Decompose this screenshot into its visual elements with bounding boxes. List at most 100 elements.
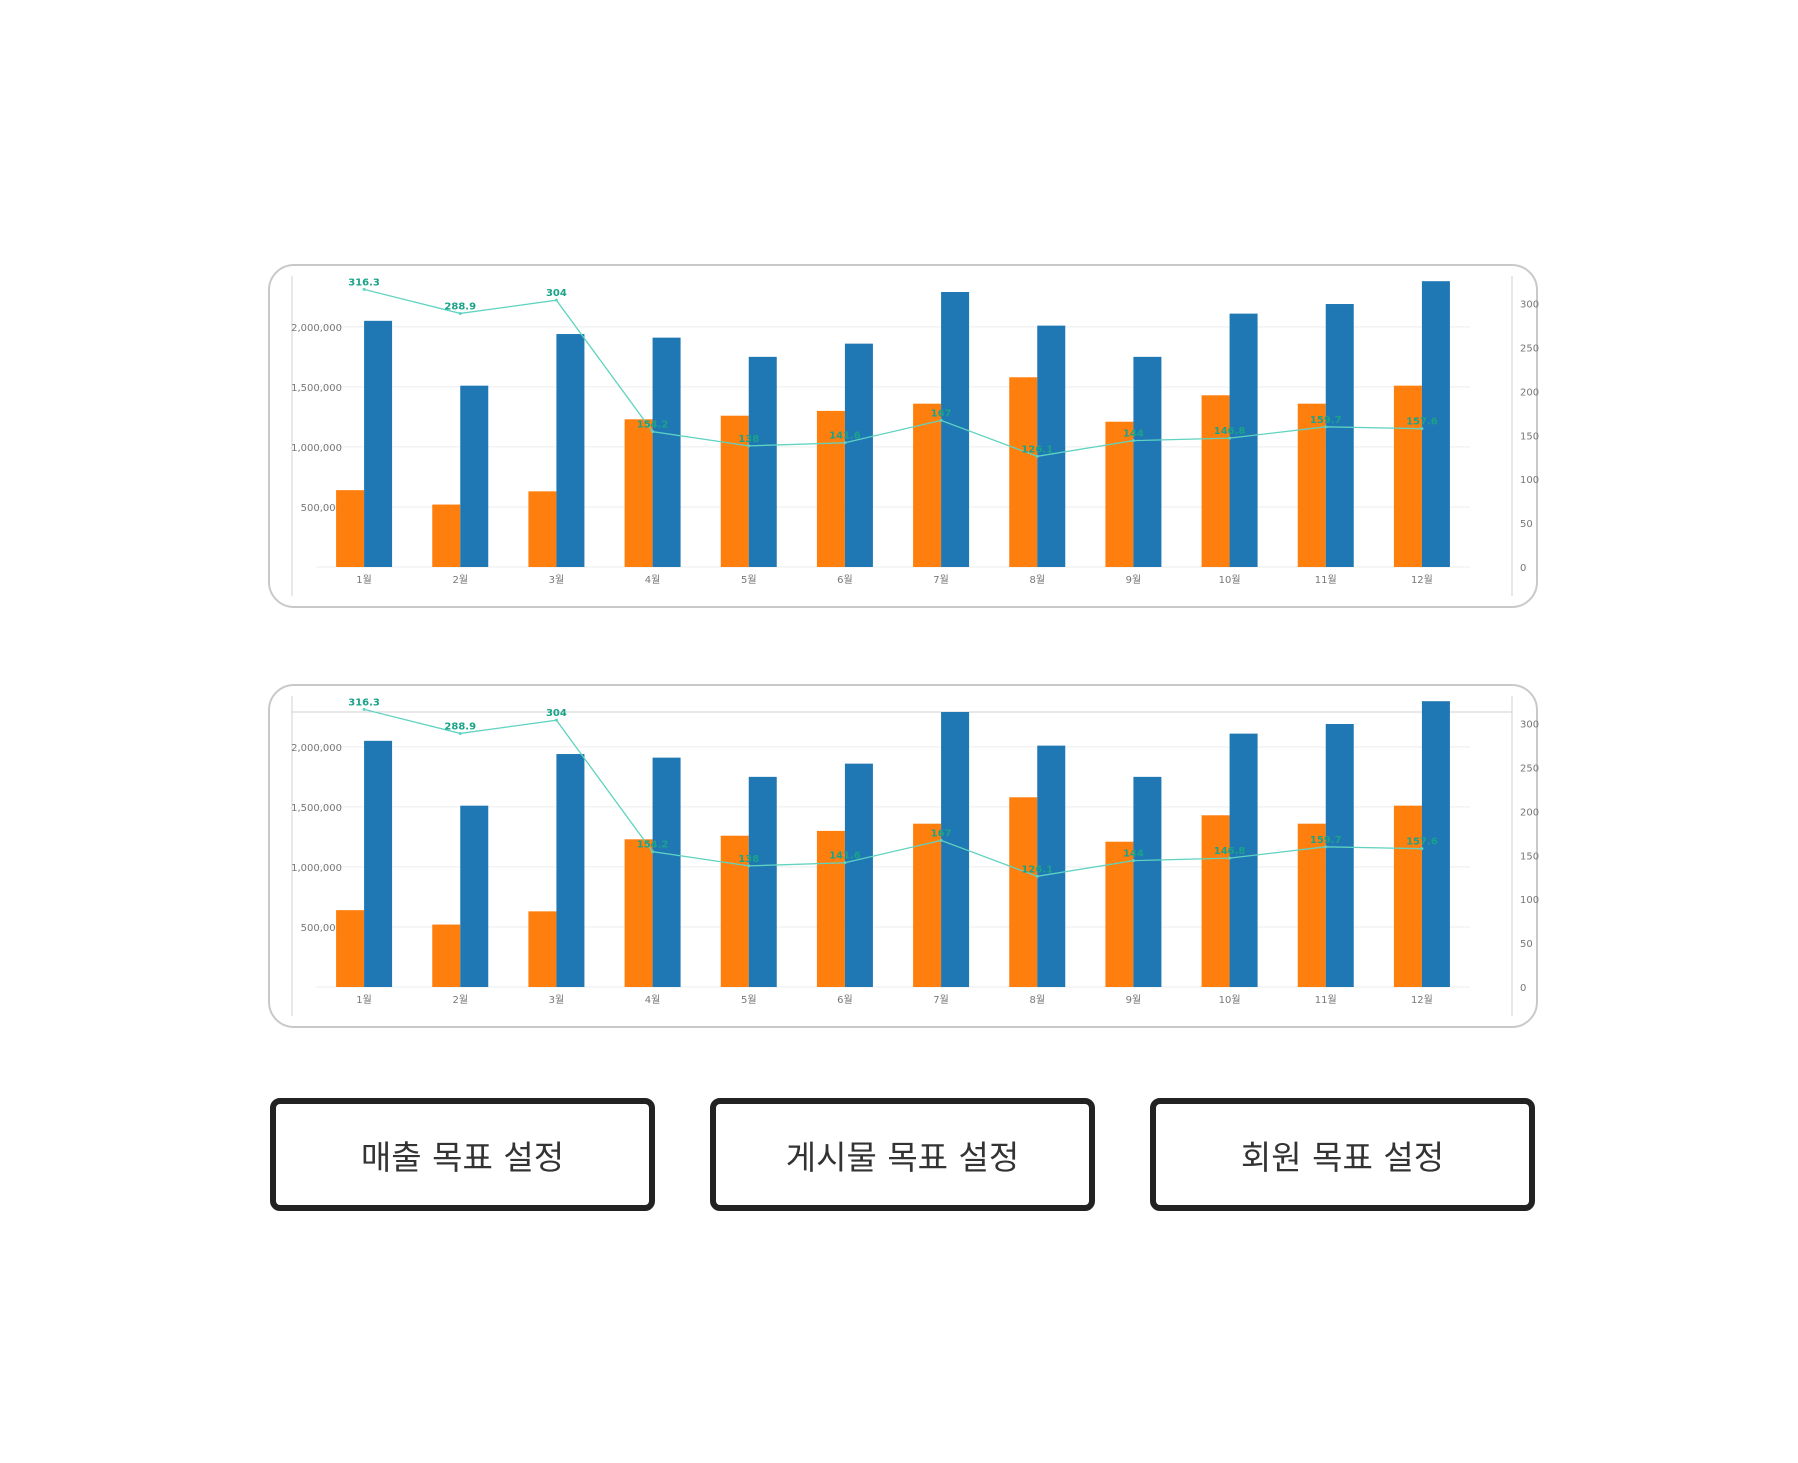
x-tick-label: 4월 [645,574,661,586]
bar-orange [913,823,942,987]
line-point [458,731,462,735]
line-data-label: 138 [738,434,759,445]
line-data-label: 316.3 [348,697,380,708]
line-point [1131,439,1135,443]
bar-blue [652,757,681,987]
line-point [939,418,943,422]
bar-orange [1201,815,1230,987]
bar-blue [652,337,681,567]
x-tick-label: 10월 [1219,994,1241,1006]
chart-card-1: 500,000 1,000,000 1,500,000 2,000,000 0 50 100… [268,264,1539,608]
line-point [843,861,847,865]
x-tick-label: 1월 [356,994,372,1006]
bar-blue [1421,701,1450,987]
x-tick-label: 9월 [1126,574,1142,586]
x-tick-label: 6월 [837,574,853,586]
x-tick-label: 11월 [1315,994,1337,1006]
bar-orange [1393,385,1422,567]
line-data-label: 144 [1123,429,1144,440]
line-data-label: 138 [738,854,759,865]
line-point [939,838,943,842]
bar-blue [1325,304,1354,567]
sales-goal-button[interactable]: 매출 목표 설정 [270,1098,655,1211]
line-point [1420,847,1424,851]
member-goal-button[interactable]: 회원 목표 설정 [1150,1098,1535,1211]
line-data-label: 154.2 [637,420,669,431]
line-data-label: 146.8 [1214,426,1246,437]
line-data-label: 146.8 [1214,846,1246,857]
line-point [651,430,655,434]
bar-blue [1229,733,1258,987]
bar-orange [1393,805,1422,987]
bar-blue [1037,325,1066,567]
y-right-tick-label: 300 [1520,720,1539,731]
line-point [1228,436,1232,440]
y-right-tick-label: 250 [1520,344,1539,355]
x-tick-label: 7월 [933,994,949,1006]
x-tick-label: 2월 [452,574,468,586]
line-data-label: 144 [1123,849,1144,860]
y-right-tick-label: 100 [1520,895,1539,906]
bar-orange [1105,421,1134,567]
y-right-tick-label: 300 [1520,300,1539,311]
bar-orange [432,924,461,987]
y-left-tick-label: 2,000,000 [291,743,342,754]
y-left-tick-label: 500,000 [301,503,342,514]
line-point [651,850,655,854]
line-series [363,288,1422,457]
post-goal-button[interactable]: 게시물 목표 설정 [710,1098,1095,1211]
line-point [362,707,366,711]
y-right-tick-label: 150 [1520,851,1539,862]
y-left-tick-label: 500,000 [301,923,342,934]
bar-blue [556,754,585,987]
x-tick-label: 4월 [645,994,661,1006]
bar-orange [1105,841,1134,987]
bar-orange [336,910,365,987]
y-right-tick-label: 0 [1520,563,1526,574]
chart-card-2: 500,000 1,000,000 1,500,000 2,000,000 0 50 100… [268,684,1539,1028]
bar-orange [913,403,942,567]
line-data-label: 159.7 [1310,835,1342,846]
y-right-tick-label: 0 [1520,983,1526,994]
y-right-tick-label: 150 [1520,431,1539,442]
line-data-label: 159.7 [1310,415,1342,426]
x-tick-label: 1월 [356,574,372,586]
bar-blue [364,740,393,987]
x-tick-label: 5월 [741,574,757,586]
y-right-tick-label: 250 [1520,764,1539,775]
line-point [1324,845,1328,849]
bar-blue [556,334,585,567]
line-data-label: 141.6 [829,431,861,442]
x-tick-label: 10월 [1219,574,1241,586]
bar-blue [460,805,489,987]
bar-orange [1297,823,1326,987]
bar-orange [432,504,461,567]
line-data-label: 304 [546,288,567,299]
bar-orange [1009,797,1038,987]
line-data-label: 316.3 [348,277,380,288]
line-data-label: 288.9 [444,301,476,312]
bar-blue [1325,724,1354,987]
bar-blue [460,385,489,567]
line-data-label: 126.1 [1021,444,1053,455]
bar-blue [748,776,777,987]
bar-orange [528,911,557,987]
x-tick-label: 3월 [549,994,565,1006]
line-point [1228,856,1232,860]
bar-blue [364,320,393,567]
bar-orange [1009,377,1038,567]
combo-chart-2: 500,000 1,000,000 1,500,000 2,000,000 0 50 100… [291,696,1539,1016]
bar-blue [1229,313,1258,567]
x-tick-label: 2월 [452,994,468,1006]
y-left-tick-label: 2,000,000 [291,323,342,334]
line-point [747,444,751,448]
line-point [1420,427,1424,431]
y-right-tick-label: 200 [1520,807,1539,818]
line-point [747,864,751,868]
x-tick-label: 8월 [1029,994,1045,1006]
bar-orange [720,835,749,987]
bar-blue [1133,356,1162,567]
line-point [1035,454,1039,458]
line-data-label: 126.1 [1021,864,1053,875]
x-tick-label: 5월 [741,994,757,1006]
